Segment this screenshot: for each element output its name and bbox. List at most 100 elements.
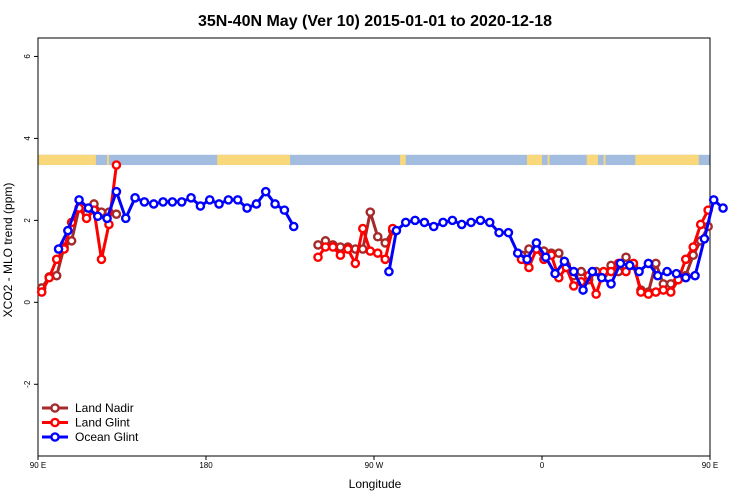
data-point <box>232 195 243 205</box>
land-band <box>635 154 699 166</box>
data-point <box>343 244 353 254</box>
data-point <box>419 217 430 228</box>
data-point <box>708 195 719 205</box>
data-point <box>36 287 47 297</box>
legend-entry: Ocean Glint <box>42 430 139 444</box>
land-band <box>586 154 598 166</box>
data-point <box>578 285 588 295</box>
data-point <box>591 289 601 299</box>
plot-series <box>36 160 728 299</box>
data-point <box>111 160 122 170</box>
data-point <box>524 262 534 273</box>
data-point <box>372 231 383 242</box>
data-point <box>475 215 486 226</box>
data-point <box>559 256 570 267</box>
data-point <box>357 223 368 234</box>
land-band <box>603 154 606 166</box>
data-point <box>718 203 728 213</box>
data-point <box>288 221 299 232</box>
data-point <box>512 248 523 258</box>
data-point <box>606 266 616 277</box>
data-point <box>313 252 323 263</box>
land-band <box>527 154 542 166</box>
data-point <box>494 227 504 238</box>
data-point <box>651 258 661 269</box>
y-tick-label: -2 <box>23 380 32 388</box>
legend-label: Land Glint <box>75 416 130 430</box>
data-point <box>671 268 682 279</box>
data-point <box>621 252 631 263</box>
land-band <box>400 154 406 166</box>
y-tick-label: 2 <box>23 218 32 223</box>
x-tick-label: 90 W <box>365 461 384 470</box>
data-point <box>680 254 691 265</box>
data-point <box>66 236 77 246</box>
data-point <box>350 258 361 269</box>
legend-swatch-marker <box>50 417 60 428</box>
data-point <box>550 268 560 279</box>
legend-swatch-marker <box>50 432 60 442</box>
data-point <box>92 211 103 222</box>
y-axis-label: XCO2 - MLO trend (ppm) <box>1 183 15 318</box>
data-point <box>438 217 448 228</box>
data-point <box>365 207 376 217</box>
data-point <box>554 248 564 258</box>
data-point <box>666 287 676 297</box>
data-point <box>568 266 579 277</box>
data-point <box>279 205 290 215</box>
x-tick-label: 0 <box>540 461 545 470</box>
land-band <box>107 154 109 166</box>
data-point <box>658 285 669 295</box>
land-ocean-strip <box>38 154 710 166</box>
data-point <box>651 287 661 297</box>
data-point <box>372 248 383 258</box>
data-point <box>335 250 346 260</box>
x-axis-label: Longitude <box>349 477 402 491</box>
data-point <box>652 270 663 281</box>
data-point <box>634 266 644 277</box>
data-point <box>410 215 420 226</box>
y-tick-label: 6 <box>23 54 32 59</box>
data-point <box>96 254 107 265</box>
data-point <box>596 272 607 283</box>
plot-frame <box>37 37 711 457</box>
data-point <box>447 215 458 226</box>
land-band <box>217 154 290 166</box>
data-point <box>120 213 131 224</box>
data-point <box>380 254 391 265</box>
legend-swatch-marker <box>50 403 60 413</box>
data-point <box>503 227 514 238</box>
data-point <box>643 289 654 299</box>
axes: 90 E 180 90 W 0 90 E -2 0 2 4 6 <box>23 37 718 470</box>
data-point <box>699 234 710 244</box>
data-point <box>540 252 551 263</box>
y-tick-label: 0 <box>23 300 32 305</box>
series-land-glint <box>36 160 713 299</box>
data-point <box>662 266 672 277</box>
data-point <box>270 199 280 209</box>
data-point <box>606 279 616 289</box>
data-point <box>186 193 196 203</box>
data-point <box>365 246 376 256</box>
data-point <box>576 266 587 277</box>
data-point <box>428 221 439 232</box>
data-point <box>328 242 338 252</box>
data-point <box>148 199 159 209</box>
data-point <box>195 201 206 211</box>
land-band <box>38 154 96 166</box>
data-point <box>400 217 411 228</box>
data-point <box>158 197 168 207</box>
data-point <box>636 287 646 297</box>
data-point <box>466 217 476 228</box>
data-point <box>695 219 706 230</box>
data-point <box>624 260 635 271</box>
data-point <box>522 254 532 265</box>
data-point <box>242 203 252 213</box>
data-point <box>214 199 224 209</box>
data-point <box>223 195 234 205</box>
data-point <box>688 242 699 252</box>
data-point <box>391 225 402 236</box>
data-point <box>111 209 122 220</box>
x-tick-label: 90 E <box>702 461 718 470</box>
